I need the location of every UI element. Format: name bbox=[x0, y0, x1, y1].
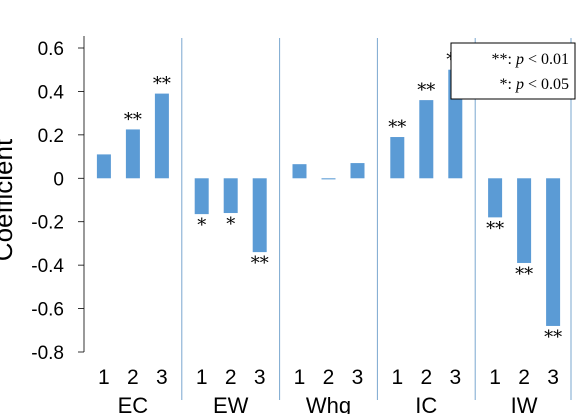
legend: **: p < 0.01 *: p < 0.05 bbox=[450, 42, 576, 100]
category-label: 3 bbox=[156, 366, 168, 389]
group-label: Whg bbox=[306, 393, 351, 414]
category-label: 1 bbox=[294, 366, 306, 389]
y-axis-label: Coefficient bbox=[0, 138, 18, 261]
category-label: 3 bbox=[547, 366, 559, 389]
significance-label: ** bbox=[388, 117, 406, 138]
category-label: 2 bbox=[420, 366, 432, 389]
significance-label: ** bbox=[251, 253, 269, 274]
significance-label: ** bbox=[153, 74, 171, 95]
category-label: 3 bbox=[449, 366, 461, 389]
y-tick-label: -0.6 bbox=[31, 300, 64, 321]
bar bbox=[419, 100, 434, 179]
significance-label: ** bbox=[544, 327, 562, 348]
category-label: 2 bbox=[127, 366, 139, 389]
bar bbox=[252, 178, 267, 253]
bar bbox=[154, 93, 169, 179]
y-tick-label: 0.6 bbox=[38, 39, 64, 60]
significance-label: ** bbox=[486, 218, 504, 239]
y-axis: -0.8 -0.6 -0.4 -0.2 0 0.2 0.4 0.6 bbox=[31, 36, 85, 364]
bar bbox=[292, 164, 307, 179]
significance-label: ** bbox=[515, 264, 533, 285]
category-label: 3 bbox=[352, 366, 364, 389]
y-tick-label: -0.8 bbox=[31, 343, 64, 364]
y-tick-label: 0.4 bbox=[38, 82, 65, 103]
bar bbox=[321, 178, 336, 180]
group-label: IC bbox=[415, 393, 437, 414]
bar bbox=[223, 178, 238, 214]
category-label: 2 bbox=[518, 366, 530, 389]
significance-label: ** bbox=[124, 109, 142, 130]
bar bbox=[546, 178, 561, 326]
bar bbox=[488, 178, 503, 218]
bar bbox=[517, 178, 532, 263]
legend-entry: **: p < 0.01 bbox=[492, 51, 569, 68]
category-label: 1 bbox=[98, 366, 110, 389]
bar bbox=[96, 154, 111, 179]
y-tick-label: 0.2 bbox=[38, 126, 64, 147]
category-label: 1 bbox=[489, 366, 501, 389]
category-label: 1 bbox=[391, 366, 403, 389]
significance-label: ** bbox=[417, 80, 435, 101]
category-label: 2 bbox=[225, 366, 237, 389]
significance-label: * bbox=[197, 215, 206, 236]
significance-label: * bbox=[226, 214, 235, 235]
y-tick-label: 0 bbox=[53, 169, 64, 190]
legend-entry: *: p < 0.05 bbox=[500, 76, 569, 93]
category-label: 3 bbox=[254, 366, 266, 389]
bar bbox=[194, 178, 209, 215]
bar bbox=[125, 129, 140, 179]
group-label: EW bbox=[213, 393, 249, 414]
category-label: 1 bbox=[196, 366, 208, 389]
category-label: 2 bbox=[323, 366, 335, 389]
group-label: EC bbox=[118, 393, 149, 414]
legend-frame bbox=[450, 42, 576, 100]
bar bbox=[390, 137, 405, 179]
bar bbox=[350, 163, 365, 179]
group-label: IW bbox=[511, 393, 538, 414]
y-tick-label: -0.4 bbox=[31, 256, 64, 277]
y-tick-label: -0.2 bbox=[31, 213, 64, 234]
